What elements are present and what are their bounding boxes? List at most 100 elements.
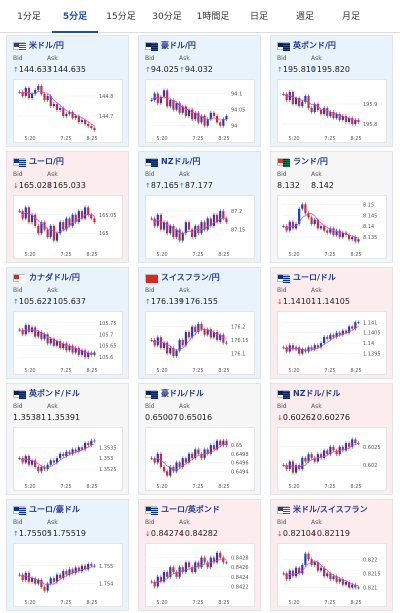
tab-6[interactable]: 日足 xyxy=(249,12,268,22)
candlestick-chart[interactable]: 1.3535 1.353 1.3525 5:20 7:25 8:25 xyxy=(13,427,123,491)
candlestick-chart[interactable]: 144.8 144.7 5:20 7:25 8:25 xyxy=(13,79,123,143)
currency-card[interactable]: ユーロ/ドル Bid Ask ↓1.14101 ↓1.14105 1.141 1.… xyxy=(270,267,393,379)
candle-body xyxy=(181,233,184,241)
currency-card[interactable]: スイスフラン/円 Bid Ask ↑176.139 ↑176.155 176.2… xyxy=(138,267,261,379)
ask-price: ↑195.820 xyxy=(311,65,350,74)
bid-label: Bid xyxy=(13,171,23,178)
pair-title[interactable]: 豪ドル/円 xyxy=(145,39,254,52)
y-tick-label: 195.9 xyxy=(363,102,377,108)
candlestick-chart[interactable]: 94.1 94.05 94 5:20 7:25 8:25 xyxy=(145,79,255,143)
candle-body xyxy=(294,465,298,473)
pair-title[interactable]: 英ポンド/ドル xyxy=(13,387,122,400)
pair-title[interactable]: ユーロ/ドル xyxy=(277,271,386,284)
chart-svg: 105.75 105.7 105.65 105.6 5:20 7:25 8:25 xyxy=(18,321,117,374)
currency-card[interactable]: ユーロ/英ポンド Bid Ask ↓0.84274 ↓0.84282 0.842… xyxy=(138,499,261,611)
candle-body xyxy=(87,352,90,358)
pair-title[interactable]: NZドル/円 xyxy=(145,155,254,168)
country-flag-icon xyxy=(145,505,158,515)
pair-title[interactable]: スイスフラン/円 xyxy=(145,271,254,284)
candle-body xyxy=(294,98,298,104)
x-tick-label: 8:25 xyxy=(218,484,229,490)
candle-body xyxy=(219,552,222,558)
candle-body xyxy=(40,580,43,588)
pair-title[interactable]: ユーロ/円 xyxy=(13,155,122,168)
candle-body xyxy=(87,442,90,446)
candlestick-chart[interactable]: 176.2 176.15 176.1 5:20 7:25 8:25 xyxy=(145,311,255,375)
currency-card[interactable]: 豪ドル/ドル Bid Ask 0.65007 0.65016 0.65 0.649… xyxy=(138,383,261,495)
candle-body xyxy=(209,218,212,226)
pair-title[interactable]: 米ドル/スイスフラン xyxy=(277,503,386,516)
candle-body xyxy=(46,334,49,344)
candlestick-chart[interactable]: 195.9 195.8 5:20 7:25 8:25 xyxy=(277,79,387,143)
candle-body xyxy=(225,440,228,446)
currency-card[interactable]: NZドル/円 Bid Ask ↑87.165 ↑87.177 87.2 87.15… xyxy=(138,151,261,263)
candle-body xyxy=(55,458,59,463)
bid-value: 0.82104 xyxy=(282,529,316,538)
currency-card[interactable]: 米ドル/スイスフラン Bid Ask ↓0.82104 ↓0.82119 0.8… xyxy=(270,499,393,611)
ask-price: ↓0.60276 xyxy=(311,413,350,422)
currency-card[interactable]: 英ポンド/円 Bid Ask ↑195.810 ↑195.820 195.9 19… xyxy=(270,35,393,147)
candle-body xyxy=(341,116,344,120)
currency-card[interactable]: 英ポンド/ドル Bid Ask 1.35381 1.35391 1.3535 1.… xyxy=(6,383,129,495)
bid-value: 87.165 xyxy=(150,181,179,190)
pair-title[interactable]: 英ポンド/円 xyxy=(277,39,386,52)
y-tick-label: 176.15 xyxy=(231,338,249,344)
ask-arrow-icon: ↑ xyxy=(47,66,53,74)
candle-body xyxy=(200,557,203,568)
pair-title[interactable]: 米ドル/円 xyxy=(13,39,122,52)
candle-body xyxy=(338,332,341,335)
pair-title[interactable]: ユーロ/英ポンド xyxy=(145,503,254,516)
currency-card[interactable]: カナダドル/円 Bid Ask ↑105.622 ↑105.637 105.75… xyxy=(6,267,129,379)
chart-svg: 1.755 1.754 5:20 7:25 8:25 xyxy=(18,562,113,606)
candlestick-chart[interactable]: 0.65 0.6498 0.6496 0.6494 5:20 7:25 8:25 xyxy=(145,427,255,491)
x-tick-label: 7:25 xyxy=(324,136,335,142)
currency-card[interactable]: ユーロ/円 Bid Ask ↓165.028 ↓165.033 165.05 16… xyxy=(6,151,129,263)
pair-title[interactable]: 豪ドル/ドル xyxy=(145,387,254,400)
x-tick-label: 8:25 xyxy=(218,368,229,374)
candlestick-chart[interactable]: 0.6025 0.602 5:20 7:25 8:25 xyxy=(277,427,387,491)
candlestick-chart[interactable]: 8.15 8.145 8.14 8.135 5:20 7:25 8:25 xyxy=(277,195,387,259)
y-tick-label: 8.135 xyxy=(363,235,377,241)
moving-average-line xyxy=(151,96,227,121)
y-tick-label: 144.7 xyxy=(99,114,113,120)
candle-body xyxy=(354,322,357,329)
candle-body xyxy=(65,571,68,575)
pair-title[interactable]: ランド/円 xyxy=(277,155,386,168)
tab-2[interactable]: 5分足 xyxy=(52,9,98,33)
currency-card[interactable]: 豪ドル/円 Bid Ask ↑94.025 ↑94.032 94.1 94.05 9… xyxy=(138,35,261,147)
candle-body xyxy=(49,96,52,106)
candle-body xyxy=(351,118,354,124)
currency-card[interactable]: ユーロ/豪ドル Bid Ask ↑1.75505 ↑1.75519 1.755 1… xyxy=(6,499,129,611)
tab-4[interactable]: 30分足 xyxy=(152,12,182,22)
currency-card[interactable]: 米ドル/円 Bid Ask ↑144.633 ↑144.635 144.8 144… xyxy=(6,35,129,147)
tab-8[interactable]: 月足 xyxy=(341,12,360,22)
candlestick-chart[interactable]: 1.141 1.1405 1.14 1.1395 5:20 7:25 8:25 xyxy=(277,311,387,375)
candle-body xyxy=(219,211,222,223)
pair-title[interactable]: NZドル/ドル xyxy=(277,387,386,400)
pair-title[interactable]: ユーロ/豪ドル xyxy=(13,503,122,516)
candle-body xyxy=(24,207,27,219)
currency-card[interactable]: ランド/円 Bid Ask 8.132 8.142 8.15 8.145 8.14 8… xyxy=(270,151,393,263)
candlestick-chart[interactable]: 0.8428 0.8426 0.8424 0.8422 5:20 7:25 8:25 xyxy=(145,543,255,607)
candlestick-chart[interactable]: 0.822 0.8215 0.821 5:20 7:25 8:25 xyxy=(277,543,387,607)
tab-5[interactable]: 1時間足 xyxy=(196,12,230,22)
moving-average-line xyxy=(283,93,359,122)
tab-1[interactable]: 1分足 xyxy=(17,12,41,22)
tab-3[interactable]: 15分足 xyxy=(106,12,136,22)
tab-7[interactable]: 週足 xyxy=(295,12,314,22)
candlestick-chart[interactable]: 87.2 87.15 5:20 7:25 8:25 xyxy=(145,195,255,259)
y-tick-label: 0.8426 xyxy=(231,565,249,571)
candle-body xyxy=(80,211,84,219)
candlestick-chart[interactable]: 165.05 165 5:20 7:25 8:25 xyxy=(13,195,123,259)
x-tick-label: 5:20 xyxy=(288,600,299,606)
pair-title[interactable]: カナダドル/円 xyxy=(13,271,122,284)
candlestick-chart[interactable]: 105.75 105.7 105.65 105.6 5:20 7:25 8:25 xyxy=(13,311,123,375)
ask-price: ↑176.155 xyxy=(179,297,218,306)
candle-body xyxy=(166,222,169,234)
currency-card[interactable]: NZドル/ドル Bid Ask ↓0.60262 ↓0.60276 0.6025… xyxy=(270,383,393,495)
candlestick-chart[interactable]: 1.755 1.754 5:20 7:25 8:25 xyxy=(13,543,123,607)
bid-value: 94.025 xyxy=(150,65,179,74)
bid-price: ↓0.82104 xyxy=(277,529,316,538)
ask-label: Ask xyxy=(311,171,322,178)
candle-body xyxy=(219,334,222,340)
